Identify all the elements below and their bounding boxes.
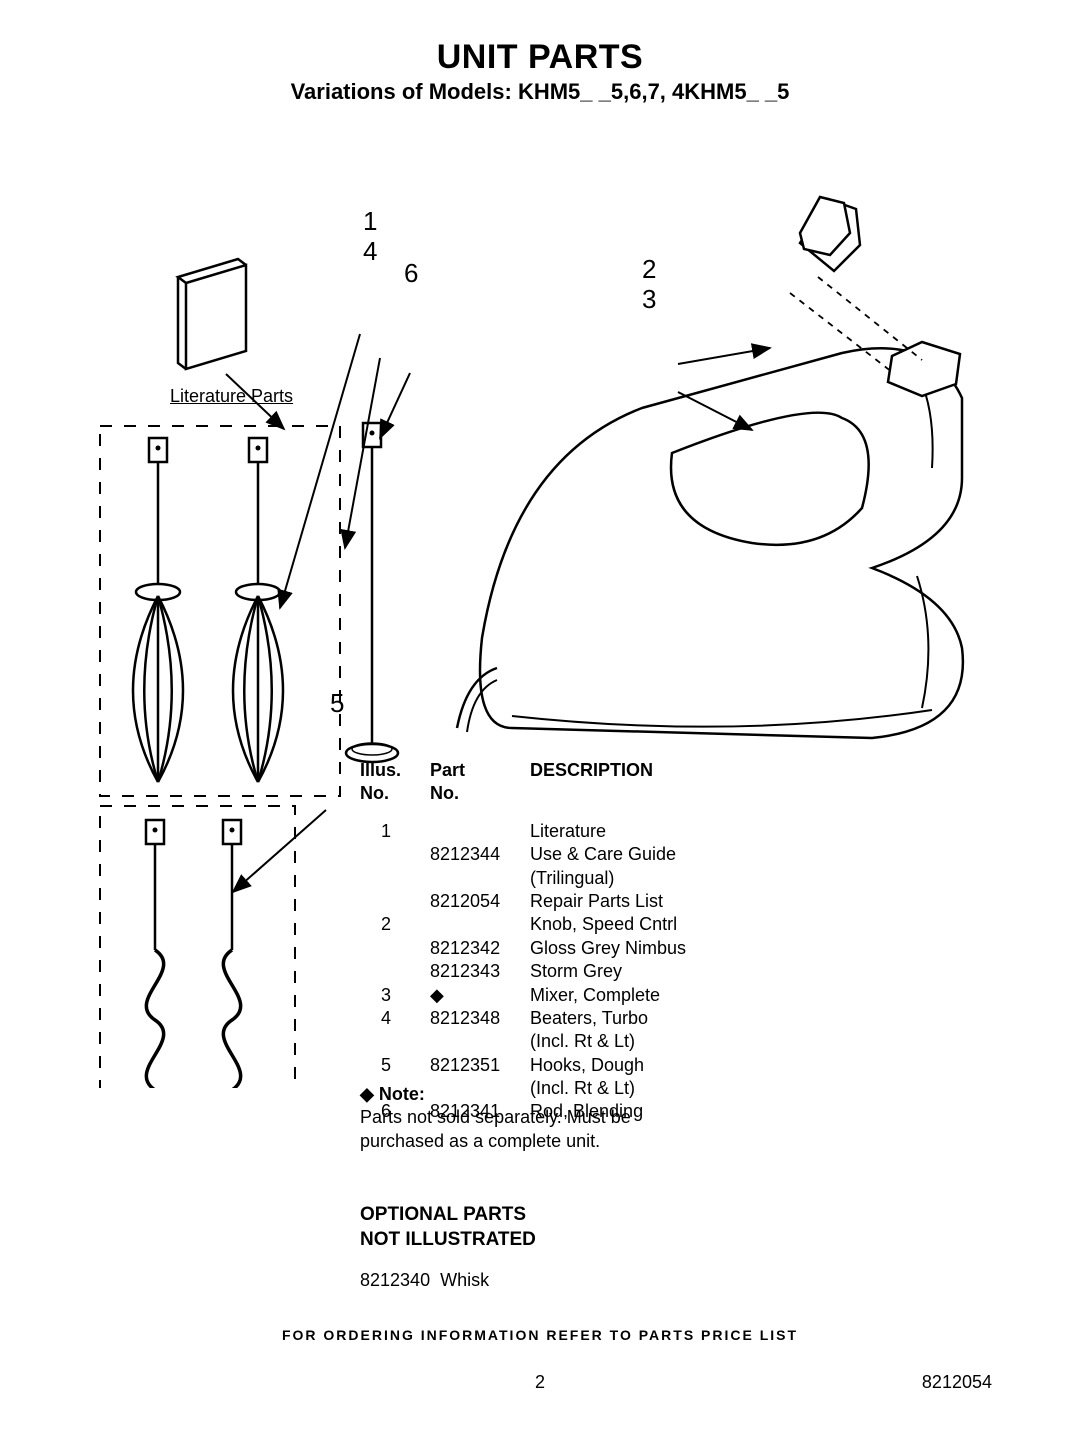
cell-desc: Beaters, Turbo [530,1007,648,1030]
footer-line: FOR ORDERING INFORMATION REFER TO PARTS … [0,1327,1080,1343]
page-subtitle: Variations of Models: KHM5_ _5,6,7, 4KHM… [0,79,1080,105]
cell-illus [360,843,430,866]
callout-1: 1 [363,206,377,237]
cell-desc: Mixer, Complete [530,984,660,1007]
optional-line1: OPTIONAL PARTS [360,1203,536,1228]
cell-illus: 5 [360,1054,430,1077]
cell-illus [360,890,430,913]
cell-part [430,1030,530,1053]
page-title: UNIT PARTS [0,38,1080,77]
table-row: 58212351Hooks, Dough [360,1054,686,1077]
cell-desc: Repair Parts List [530,890,663,913]
callout-3: 3 [642,284,656,315]
page-number: 2 [0,1372,1080,1393]
cell-desc: Hooks, Dough [530,1054,644,1077]
optional-desc: Whisk [440,1270,489,1290]
document-number: 8212054 [922,1372,992,1393]
cell-illus: 3 [360,984,430,1007]
cell-part: 8212348 [430,1007,530,1030]
cell-part [430,913,530,936]
cell-desc: Use & Care Guide [530,843,676,866]
cell-part: 8212351 [430,1054,530,1077]
table-row: 8212344Use & Care Guide [360,843,686,866]
cell-desc: Literature [530,820,606,843]
cell-part: 8212343 [430,960,530,983]
cell-illus: 4 [360,1007,430,1030]
cell-part: 8212342 [430,937,530,960]
table-row: 8212343Storm Grey [360,960,686,983]
optional-line2: NOT ILLUSTRATED [360,1228,536,1253]
cell-desc: (Incl. Rt & Lt) [530,1030,635,1053]
cell-part: ◆ [430,984,530,1007]
parts-table: Illus.No. PartNo. DESCRIPTION 1 Literatur… [360,759,686,1124]
callout-4: 4 [363,236,377,267]
optional-parts-header: OPTIONAL PARTS NOT ILLUSTRATED [360,1203,536,1252]
parts-table-header: Illus.No. PartNo. DESCRIPTION [360,759,686,806]
callout-5: 5 [330,688,344,719]
callout-6: 6 [404,258,418,289]
header-illus: Illus.No. [360,759,430,806]
cell-illus [360,867,430,890]
cell-part [430,867,530,890]
table-row: 8212054Repair Parts List [360,890,686,913]
optional-part-no: 8212340 [360,1270,430,1290]
callout-2: 2 [642,254,656,285]
table-row: 2 Knob, Speed Cntrl [360,913,686,936]
cell-desc: (Trilingual) [530,867,614,890]
cell-desc: Knob, Speed Cntrl [530,913,677,936]
cell-part: 8212054 [430,890,530,913]
cell-part: 8212344 [430,843,530,866]
table-row: 48212348Beaters, Turbo [360,1007,686,1030]
note-text: Parts not sold separately. Must be purch… [360,1107,631,1150]
cell-part [430,820,530,843]
cell-illus [360,960,430,983]
optional-row: 8212340 Whisk [360,1270,489,1291]
note-section: ◆ Note: Parts not sold separately. Must … [360,1083,640,1153]
cell-illus [360,937,430,960]
table-row: (Incl. Rt & Lt) [360,1030,686,1053]
table-row: 1 Literature [360,820,686,843]
cell-illus: 1 [360,820,430,843]
table-row: 3◆Mixer, Complete [360,984,686,1007]
literature-parts-label: Literature Parts [170,386,293,407]
note-label: ◆ Note: [360,1084,425,1104]
header-desc: DESCRIPTION [530,759,653,806]
cell-desc: Gloss Grey Nimbus [530,937,686,960]
table-row: (Trilingual) [360,867,686,890]
cell-desc: Storm Grey [530,960,622,983]
header-part: PartNo. [430,759,530,806]
cell-illus [360,1030,430,1053]
table-row: 8212342Gloss Grey Nimbus [360,937,686,960]
cell-illus: 2 [360,913,430,936]
